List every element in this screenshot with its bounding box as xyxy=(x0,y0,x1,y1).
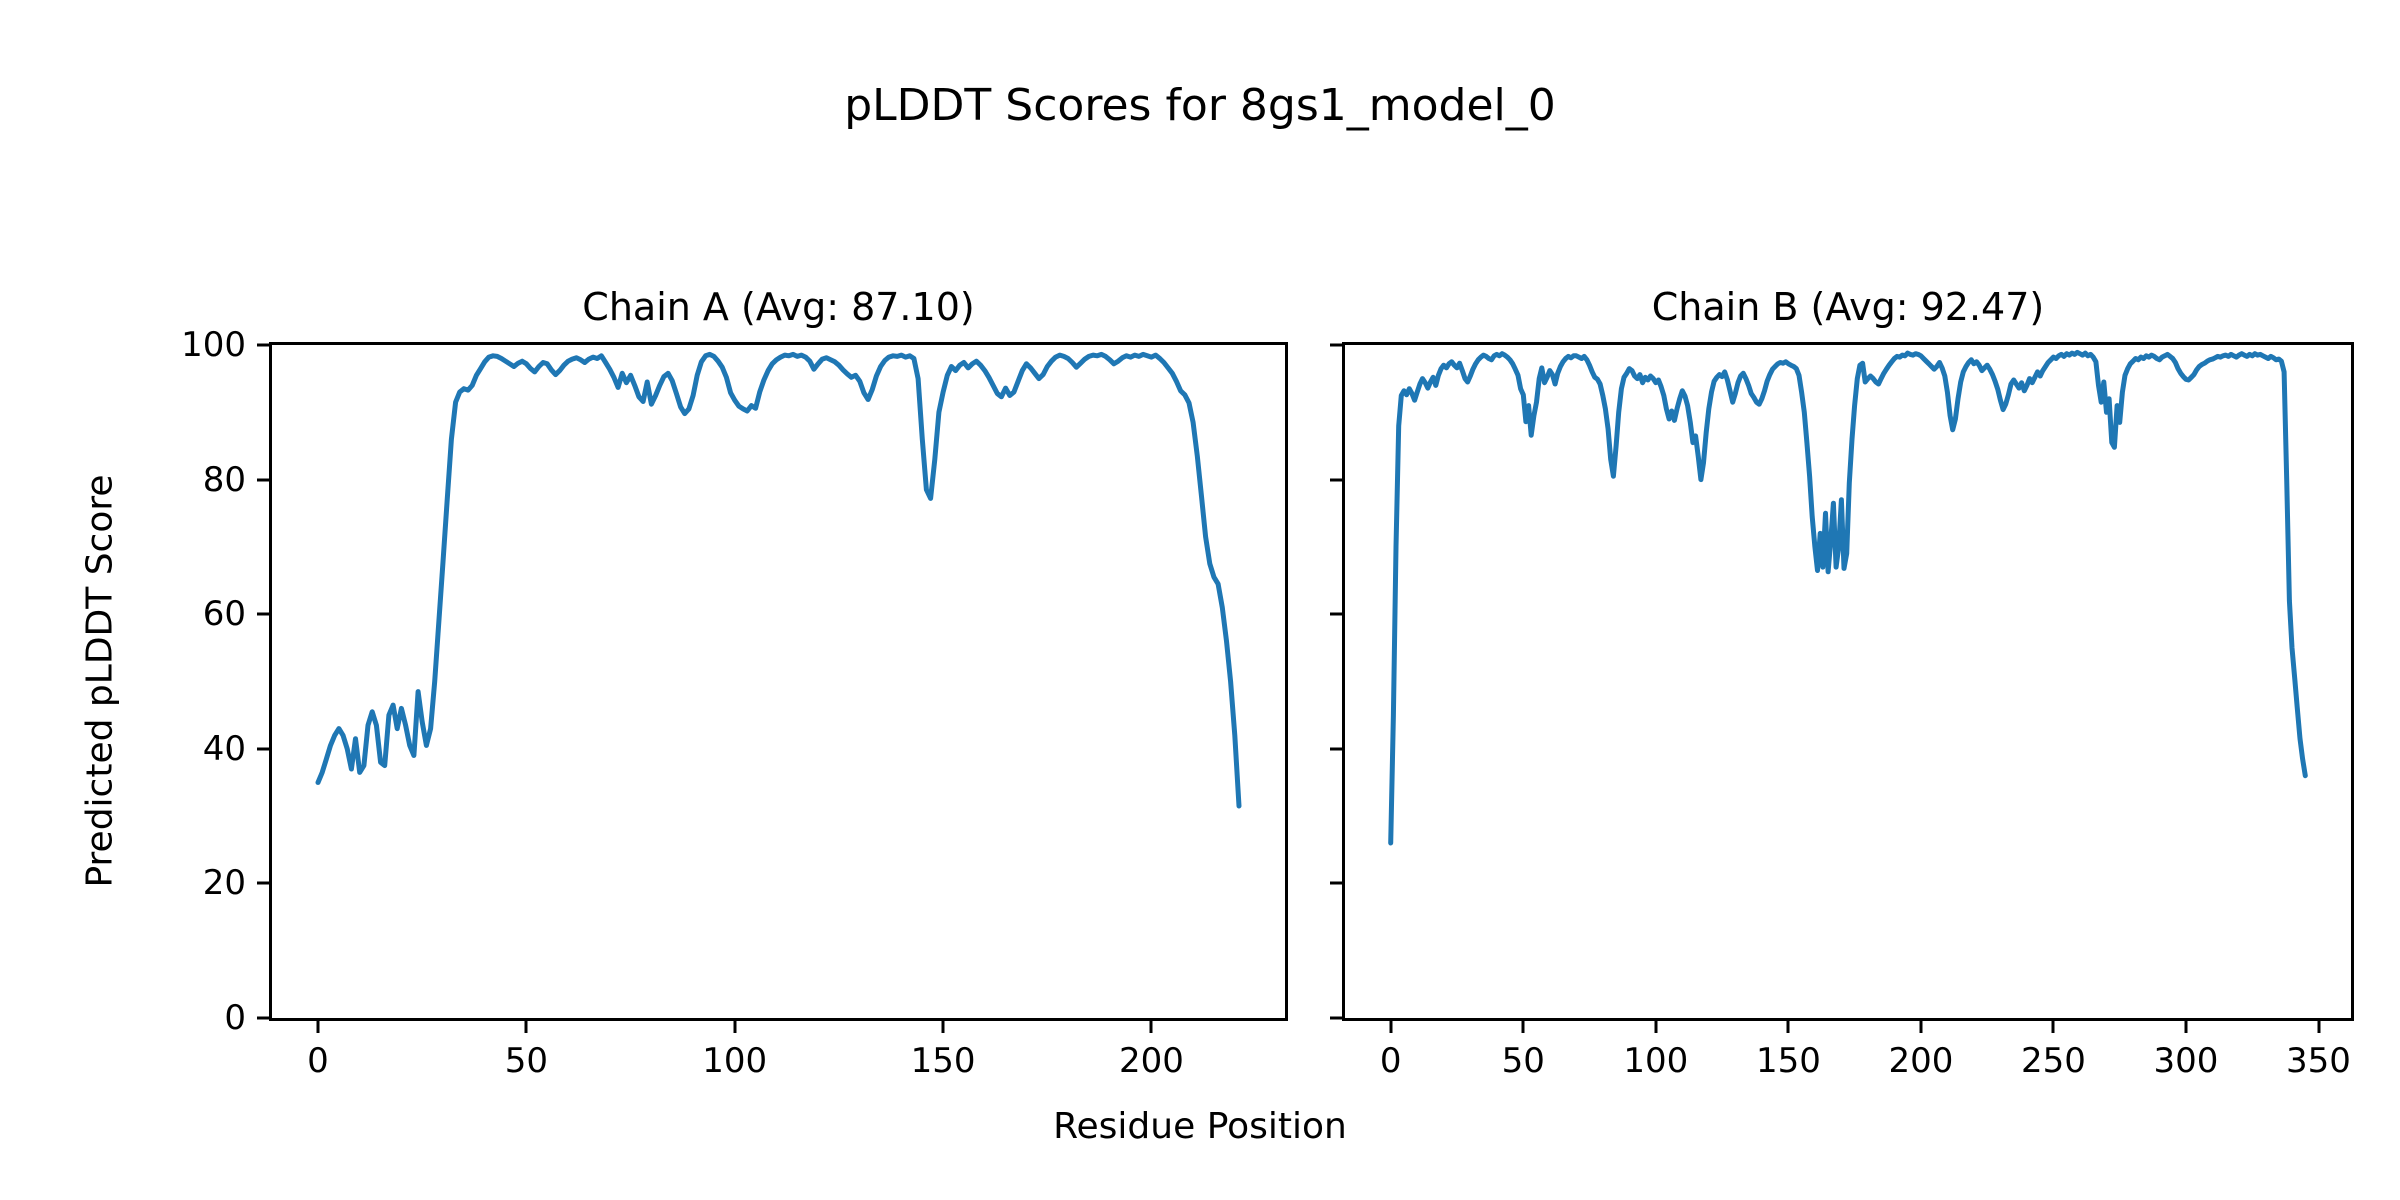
y-axis-label: Predicted pLDDT Score xyxy=(79,474,121,888)
subplot-title-chain-b: Chain B (Avg: 92.47) xyxy=(1651,285,2045,329)
x-tick-mark xyxy=(316,1021,320,1033)
y-tick-mark xyxy=(257,1016,269,1020)
y-tick-mark xyxy=(257,343,269,347)
x-tick-mark xyxy=(733,1021,737,1033)
y-tick-mark xyxy=(257,881,269,885)
y-tick-label: 100 xyxy=(181,325,246,365)
y-tick-mark xyxy=(1330,747,1342,751)
x-tick-mark xyxy=(524,1021,528,1033)
plddt-line-chain-a xyxy=(315,351,1242,809)
x-tick-mark xyxy=(1389,1021,1393,1033)
y-tick-mark xyxy=(1330,1016,1342,1020)
subplot-title-chain-a: Chain A (Avg: 87.10) xyxy=(582,285,975,329)
figure-title: pLDDT Scores for 8gs1_model_0 xyxy=(844,80,1556,131)
x-tick-label: 150 xyxy=(910,1041,976,1081)
subplot-chain-a: Chain A (Avg: 87.10) 0 50 100 150 200 0 20 40 60… xyxy=(181,285,1288,1078)
y-tick-mark xyxy=(257,612,269,616)
subplot-chain-b: Chain B (Avg: 92.47) 0 50 100 150 200 250 300 3… xyxy=(1330,285,2354,1078)
x-tick-label: 0 xyxy=(307,1041,329,1081)
x-tick-mark xyxy=(941,1021,945,1033)
x-tick-mark xyxy=(1654,1021,1658,1033)
y-tick-label: 80 xyxy=(202,459,246,500)
y-tick-label: 20 xyxy=(202,863,246,904)
x-tick-label: 300 xyxy=(2153,1041,2219,1081)
x-tick-label: 150 xyxy=(1755,1041,1821,1081)
x-tick-mark xyxy=(1521,1021,1525,1033)
x-tick-mark xyxy=(1149,1021,1153,1033)
x-tick-label: 50 xyxy=(1501,1041,1545,1081)
y-tick-mark xyxy=(257,747,269,751)
y-tick-mark xyxy=(1330,881,1342,885)
plot-area-chain-b xyxy=(1388,349,2308,846)
y-tick-mark xyxy=(1330,478,1342,482)
x-tick-label: 50 xyxy=(504,1041,549,1081)
y-tick-label: 40 xyxy=(202,728,246,769)
y-tick-mark xyxy=(1330,612,1342,616)
x-tick-label: 250 xyxy=(2020,1041,2086,1081)
x-tick-mark xyxy=(2184,1021,2188,1033)
plot-area-chain-a xyxy=(315,351,1242,809)
y-tick-mark xyxy=(1330,343,1342,347)
y-tick-label: 60 xyxy=(202,594,246,635)
y-tick-label: 0 xyxy=(224,998,246,1038)
x-tick-label: 350 xyxy=(2286,1041,2351,1081)
x-axis-label: Residue Position xyxy=(1053,1106,1347,1147)
x-tick-label: 100 xyxy=(1623,1041,1689,1081)
x-tick-label: 100 xyxy=(702,1041,768,1081)
x-tick-label: 200 xyxy=(1118,1041,1184,1081)
x-tick-mark xyxy=(1919,1021,1923,1033)
y-tick-mark xyxy=(257,478,269,482)
x-tick-mark xyxy=(2051,1021,2055,1033)
plddt-line-chain-b xyxy=(1388,349,2308,846)
x-tick-mark xyxy=(2317,1021,2320,1033)
x-tick-label: 0 xyxy=(1379,1041,1402,1081)
x-tick-mark xyxy=(1786,1021,1790,1033)
x-tick-label: 200 xyxy=(1888,1041,1954,1081)
